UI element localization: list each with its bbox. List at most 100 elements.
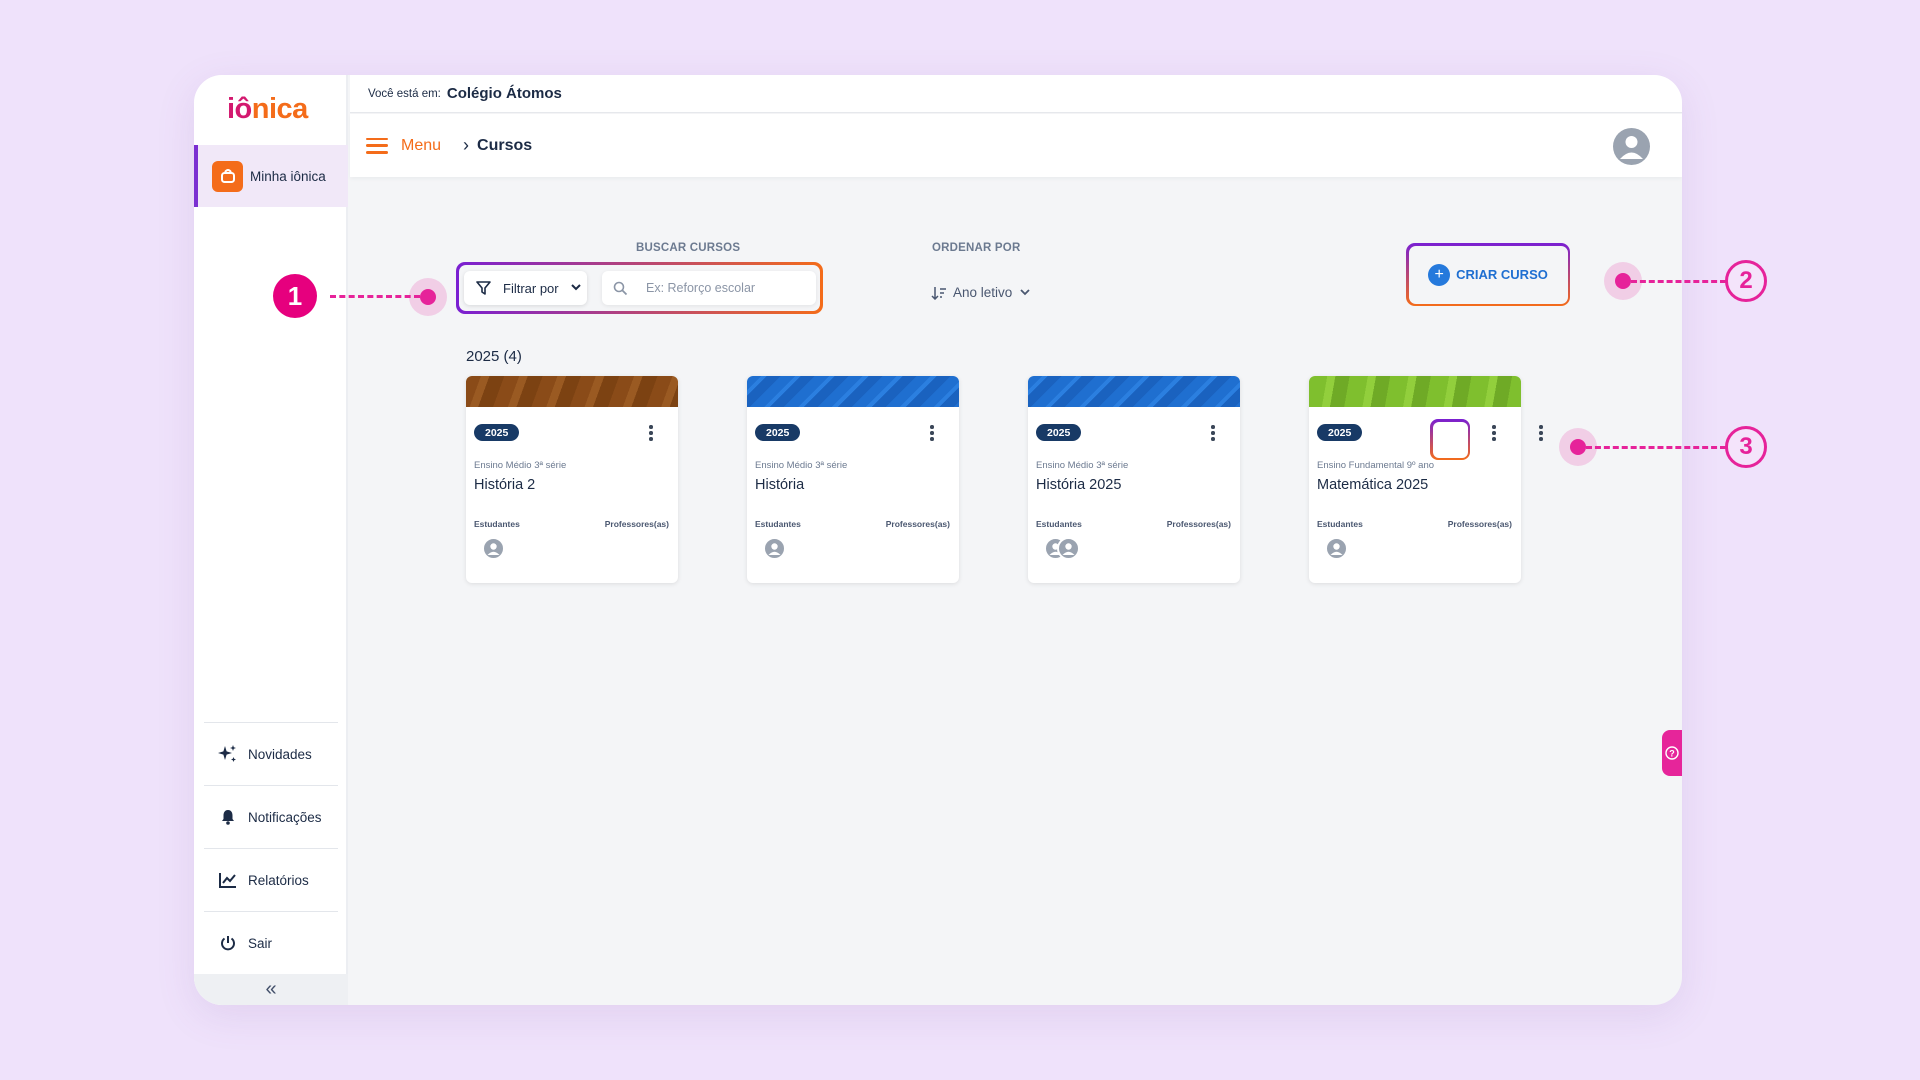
sidebar-item-label: Sair <box>248 935 273 951</box>
breadcrumb-current: Cursos <box>477 136 533 154</box>
avatar <box>482 537 505 560</box>
sidebar-bottom-nav: Novidades Notificações Relatórios Sair <box>204 722 338 974</box>
power-icon <box>216 931 240 955</box>
sidebar-item-sair[interactable]: Sair <box>204 911 338 974</box>
search-field[interactable] <box>602 271 816 305</box>
more-options-icon[interactable] <box>646 424 656 442</box>
student-avatars <box>482 537 505 560</box>
callout-2-connector <box>1631 280 1726 283</box>
sort-dropdown[interactable]: Ano letivo <box>931 285 1030 300</box>
create-course-button[interactable]: + CRIAR CURSO <box>1408 245 1568 304</box>
school-name: Colégio Átomos <box>446 85 562 102</box>
plus-icon: + <box>1428 263 1451 286</box>
sidebar-item-notificacoes[interactable]: Notificações <box>204 785 338 848</box>
course-banner <box>1028 376 1240 407</box>
teachers-label: Professores(as) <box>1447 519 1512 529</box>
sidebar-item-relatorios[interactable]: Relatórios <box>204 848 338 911</box>
svg-text:?: ? <box>1669 749 1675 759</box>
hamburger-icon <box>366 137 388 154</box>
chart-icon <box>216 868 240 892</box>
search-icon <box>613 281 628 295</box>
callout-3-dot <box>1570 439 1586 455</box>
student-avatars <box>1044 537 1080 560</box>
more-options-icon[interactable] <box>1536 424 1546 442</box>
course-card[interactable]: 2025 Ensino Médio 3ª série História 2 Es… <box>466 376 678 583</box>
sidebar-item-novidades[interactable]: Novidades <box>204 722 338 785</box>
callout-2-dot <box>1615 273 1631 289</box>
filter-icon <box>476 281 491 295</box>
sparkles-icon <box>216 742 240 766</box>
course-card[interactable]: 2025 Ensino Médio 3ª série História 2025… <box>1028 376 1240 583</box>
callout-3-badge: 3 <box>1725 426 1767 468</box>
more-options-icon[interactable] <box>927 424 937 442</box>
course-title: Matemática 2025 <box>1317 477 1429 493</box>
course-title: História 2 <box>474 477 536 493</box>
more-options-highlight <box>1430 419 1470 460</box>
students-label: Estudantes <box>755 519 801 529</box>
sidebar-item-label: Novidades <box>248 746 312 762</box>
course-banner <box>1309 376 1521 407</box>
course-grade: Ensino Fundamental 9º ano <box>1317 460 1435 471</box>
chevron-down-icon <box>1020 287 1030 299</box>
navbar: Menu › Cursos <box>350 114 1682 177</box>
menu-button[interactable]: Menu <box>366 137 441 155</box>
student-avatars <box>1325 537 1348 560</box>
bag-icon <box>212 160 243 192</box>
filter-label: Filtrar por <box>503 280 559 296</box>
avatar <box>1057 537 1080 560</box>
course-banner <box>747 376 959 407</box>
avatar <box>763 537 786 560</box>
year-group-heading: 2025 (4) <box>466 348 522 365</box>
avatar <box>1325 537 1348 560</box>
app-window: iônica Minha iônica Novidades Notificaçõ… <box>194 75 1682 1005</box>
course-grade: Ensino Médio 3ª série <box>474 460 567 471</box>
menu-label: Menu <box>401 136 442 154</box>
sidebar-item-label: Relatórios <box>248 872 309 888</box>
students-label: Estudantes <box>474 519 520 529</box>
search-filter-highlight: Filtrar por <box>456 262 823 314</box>
sort-icon <box>931 286 946 300</box>
student-avatars <box>763 537 786 560</box>
create-course-label: CRIAR CURSO <box>1456 267 1548 282</box>
create-course-highlight: + CRIAR CURSO <box>1406 243 1570 306</box>
search-section-label: BUSCAR CURSOS <box>636 242 741 254</box>
more-options-icon[interactable] <box>1208 424 1218 442</box>
sort-value: Ano letivo <box>953 285 1013 300</box>
sort-section-label: ORDENAR POR <box>932 242 1021 254</box>
callout-1-badge: 1 <box>273 274 317 318</box>
year-badge: 2025 <box>1036 424 1082 441</box>
year-badge: 2025 <box>474 424 520 441</box>
course-card[interactable]: 2025 Ensino Médio 3ª série História Estu… <box>747 376 959 583</box>
search-input[interactable] <box>646 281 796 295</box>
sidebar-item-label: Minha iônica <box>250 168 326 184</box>
sidebar-item-minha-ionica[interactable]: Minha iônica <box>194 145 348 207</box>
collapse-sidebar-button[interactable]: « <box>194 974 348 1005</box>
year-badge: 2025 <box>1317 424 1363 441</box>
course-card[interactable]: 2025 Ensino Fundamental 9º ano Matemátic… <box>1309 376 1521 583</box>
course-title: História 2025 <box>1036 477 1122 493</box>
course-grade: Ensino Médio 3ª série <box>755 460 848 471</box>
sidebar: iônica Minha iônica Novidades Notificaçõ… <box>194 75 348 1005</box>
chevron-right-icon: › <box>463 135 470 155</box>
teachers-label: Professores(as) <box>885 519 950 529</box>
callout-1-connector <box>330 295 420 298</box>
more-options-icon[interactable] <box>1489 424 1499 442</box>
chevron-down-icon <box>570 282 581 294</box>
course-banner <box>466 376 678 407</box>
filter-dropdown[interactable]: Filtrar por <box>464 271 587 305</box>
students-label: Estudantes <box>1317 519 1363 529</box>
course-title: História <box>755 477 805 493</box>
user-avatar[interactable] <box>1613 128 1650 165</box>
school-context-bar: Você está em: Colégio Átomos <box>350 75 1682 113</box>
year-badge: 2025 <box>755 424 801 441</box>
sidebar-item-label: Notificações <box>248 809 322 825</box>
course-grade: Ensino Médio 3ª série <box>1036 460 1129 471</box>
students-label: Estudantes <box>1036 519 1082 529</box>
help-tab[interactable]: ? <box>1662 730 1682 776</box>
teachers-label: Professores(as) <box>604 519 669 529</box>
callout-3-connector <box>1586 446 1726 449</box>
callout-2-badge: 2 <box>1725 260 1767 302</box>
callout-1-dot <box>420 289 436 305</box>
location-label: Você está em: <box>368 87 441 100</box>
ionica-logo[interactable]: iônica <box>227 93 308 125</box>
